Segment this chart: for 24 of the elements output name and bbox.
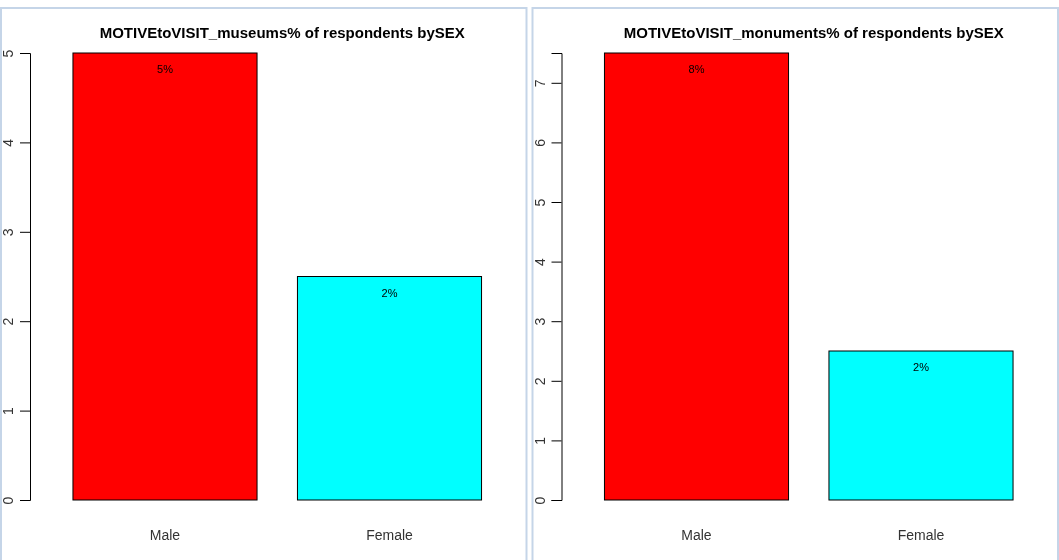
y-tick-label: 4 [531,258,548,266]
chart-title: MOTIVEtoVISIT_monuments% of respondents bySEX [623,24,1004,41]
y-tick-label: 0 [531,496,548,505]
y-tick-label: 2 [531,377,548,386]
x-tick-label: Male [681,527,712,543]
x-tick-label: Male [149,527,181,543]
y-tick-label: 0 [0,496,16,505]
y-tick-label: 5 [531,198,548,207]
data-label: 2% [381,286,398,299]
data-label: 5% [157,63,174,75]
y-tick-label: 1 [0,407,16,415]
y-tick-label: 7 [531,79,548,88]
x-tick-label: Female [897,527,945,543]
chart-title: MOTIVEtoVISIT_museums% of respondents bySEX [99,24,465,41]
y-tick-label: 5 [0,49,16,58]
data-label: 2% [913,361,930,373]
x-tick-label: Female [366,527,414,543]
y-tick-label: 4 [0,138,16,147]
y-tick-label: 2 [0,317,16,326]
y-tick-label: 3 [531,317,548,326]
y-tick-label: 6 [531,138,548,147]
y-tick-label: 3 [0,228,16,237]
y-tick-label: 1 [531,436,548,445]
data-label: 8% [688,63,705,75]
